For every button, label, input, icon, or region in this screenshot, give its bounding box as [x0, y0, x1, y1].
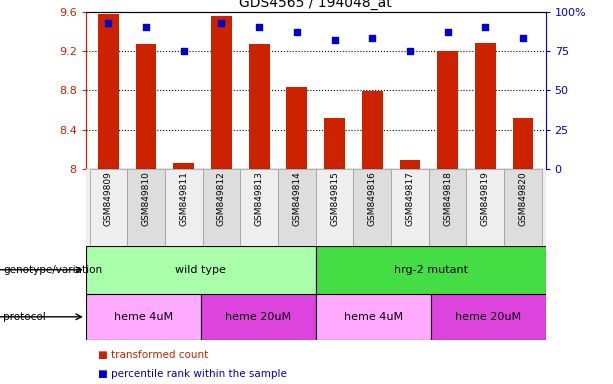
Text: heme 4uM: heme 4uM [114, 312, 173, 322]
Bar [98, 15, 119, 169]
Text: GSM849820: GSM849820 [519, 171, 527, 226]
Point [104, 20, 113, 26]
Bar [428, 169, 466, 246]
Title: GDS4565 / 194048_at: GDS4565 / 194048_at [239, 0, 392, 10]
Text: ■ transformed count: ■ transformed count [98, 350, 208, 360]
Bar [173, 163, 194, 169]
Text: protocol: protocol [3, 312, 46, 322]
Point [292, 29, 302, 35]
Bar [362, 91, 383, 169]
Text: GSM849812: GSM849812 [217, 171, 226, 226]
Text: wild type: wild type [175, 265, 226, 275]
Point [518, 35, 528, 41]
Bar [278, 169, 316, 246]
Point [141, 24, 151, 30]
Bar [400, 160, 421, 169]
Text: GSM849811: GSM849811 [179, 171, 188, 226]
Text: heme 20uM: heme 20uM [225, 312, 291, 322]
Bar [211, 17, 232, 169]
Text: heme 20uM: heme 20uM [455, 312, 521, 322]
Bar [165, 169, 203, 246]
Bar [437, 51, 458, 169]
Text: GSM849813: GSM849813 [254, 171, 264, 226]
Text: GSM849809: GSM849809 [104, 171, 113, 226]
Point [216, 20, 226, 26]
Bar [324, 118, 345, 169]
Bar [86, 294, 201, 340]
Bar [391, 169, 428, 246]
Text: heme 4uM: heme 4uM [344, 312, 403, 322]
Bar [86, 246, 316, 294]
Bar [430, 294, 546, 340]
Text: GSM849817: GSM849817 [405, 171, 414, 226]
Bar [475, 43, 496, 169]
Bar [353, 169, 391, 246]
Text: GSM849814: GSM849814 [292, 171, 302, 226]
Text: ■ percentile rank within the sample: ■ percentile rank within the sample [98, 369, 287, 379]
Bar [316, 246, 546, 294]
Bar [89, 169, 128, 246]
Bar [286, 87, 307, 169]
Text: GSM849815: GSM849815 [330, 171, 339, 226]
Text: GSM849810: GSM849810 [142, 171, 151, 226]
Point [481, 24, 490, 30]
Bar [240, 169, 278, 246]
Bar [512, 118, 533, 169]
Bar [128, 169, 165, 246]
Text: hrg-2 mutant: hrg-2 mutant [394, 265, 468, 275]
Text: genotype/variation: genotype/variation [3, 265, 102, 275]
Text: GSM849819: GSM849819 [481, 171, 490, 226]
Point [179, 48, 189, 54]
Point [330, 37, 340, 43]
Bar [466, 169, 504, 246]
Bar [316, 169, 353, 246]
Bar [249, 44, 270, 169]
Bar [135, 44, 156, 169]
Point [367, 35, 377, 41]
Point [254, 24, 264, 30]
Text: GSM849816: GSM849816 [368, 171, 377, 226]
Bar [203, 169, 240, 246]
Text: GSM849818: GSM849818 [443, 171, 452, 226]
Bar [201, 294, 316, 340]
Point [443, 29, 452, 35]
Bar [316, 294, 430, 340]
Bar [504, 169, 542, 246]
Point [405, 48, 415, 54]
